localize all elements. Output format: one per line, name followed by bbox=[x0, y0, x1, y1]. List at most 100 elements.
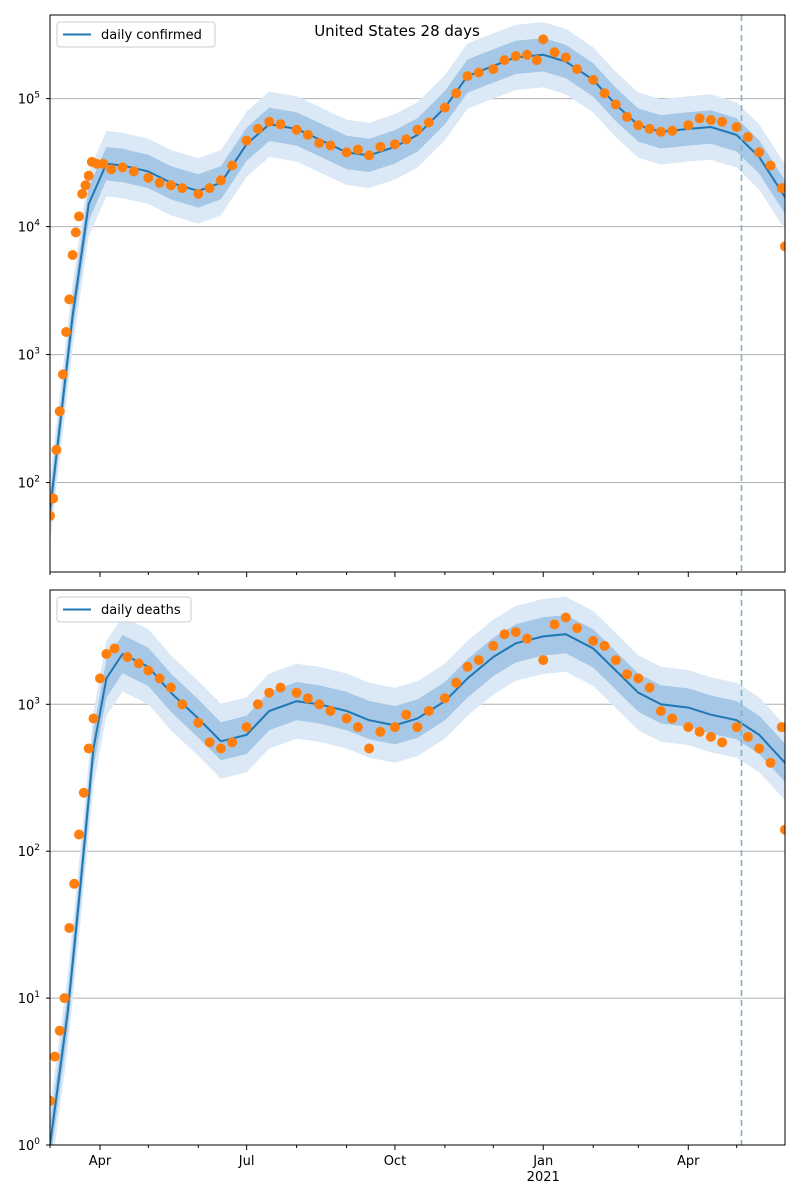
observed-point bbox=[61, 327, 72, 337]
observed-point bbox=[610, 99, 621, 110]
axes-frame bbox=[49, 14, 786, 573]
observed-point bbox=[314, 138, 325, 148]
y-tick-label: 100 bbox=[18, 1137, 41, 1154]
axes-frame bbox=[49, 589, 786, 1146]
observed-point bbox=[128, 166, 139, 177]
observed-point bbox=[54, 406, 65, 417]
observed-point bbox=[241, 135, 252, 146]
observed-point bbox=[252, 123, 263, 134]
observed-point bbox=[780, 241, 785, 252]
observed-point bbox=[352, 722, 363, 733]
uncertainty-band-inner bbox=[50, 38, 785, 528]
observed-point bbox=[389, 139, 400, 150]
observed-point bbox=[667, 125, 678, 136]
observed-point bbox=[572, 64, 583, 75]
observed-point bbox=[754, 743, 765, 754]
observed-point bbox=[423, 117, 434, 128]
observed-point bbox=[510, 51, 521, 62]
observed-point bbox=[275, 682, 286, 693]
observed-point bbox=[389, 722, 400, 733]
observed-point bbox=[375, 141, 386, 152]
observed-point bbox=[644, 123, 655, 134]
legend: daily deaths bbox=[56, 596, 192, 623]
legend-entry-label: daily confirmed bbox=[101, 28, 202, 43]
legend-box bbox=[56, 596, 192, 623]
observed-point bbox=[549, 619, 560, 630]
observed-point bbox=[275, 119, 286, 130]
observed-point bbox=[64, 923, 75, 933]
observed-point bbox=[522, 633, 533, 644]
observed-point bbox=[765, 160, 776, 171]
observed-point bbox=[731, 122, 742, 132]
observed-point bbox=[705, 115, 716, 125]
observed-point bbox=[143, 665, 154, 676]
observed-point bbox=[83, 170, 94, 181]
observed-point bbox=[54, 1025, 65, 1036]
plot-area bbox=[50, 22, 785, 544]
observed-point bbox=[364, 743, 375, 754]
observed-point bbox=[95, 673, 105, 684]
legend-entry-label: daily deaths bbox=[101, 603, 181, 618]
observed-point bbox=[473, 655, 484, 666]
observed-point bbox=[622, 111, 632, 122]
x-tick-label: Jan bbox=[532, 1154, 553, 1169]
observed-point bbox=[57, 369, 68, 380]
observed-point bbox=[451, 88, 462, 99]
observed-point bbox=[742, 731, 753, 742]
x-tick-label: Jul bbox=[238, 1154, 255, 1169]
uncertainty-band-outer bbox=[50, 22, 785, 544]
observed-point bbox=[531, 55, 542, 66]
observed-point bbox=[588, 635, 599, 646]
observed-point bbox=[154, 673, 165, 684]
x-year-label: 2021 bbox=[527, 1170, 560, 1185]
panel-daily-deaths: 100 101 102 103 Apr Jul Oct Jan Apr 2021 daily dea… bbox=[18, 589, 786, 1185]
observed-point bbox=[599, 88, 610, 99]
plot-area bbox=[50, 596, 785, 1145]
observed-point bbox=[264, 687, 275, 698]
observed-point bbox=[77, 188, 88, 199]
observed-point bbox=[314, 699, 325, 710]
y-tick-label: 105 bbox=[18, 91, 40, 108]
observed-point bbox=[98, 158, 109, 169]
observed-point bbox=[78, 787, 89, 798]
observed-point bbox=[488, 640, 499, 651]
observed-point bbox=[694, 113, 705, 124]
observed-point bbox=[462, 661, 473, 672]
observed-point bbox=[655, 706, 666, 716]
observed-point bbox=[50, 493, 59, 504]
observed-point bbox=[325, 140, 336, 151]
observed-point bbox=[599, 640, 610, 651]
observed-point bbox=[241, 722, 252, 733]
observed-point bbox=[610, 655, 621, 666]
observed-point bbox=[644, 682, 655, 693]
observed-point bbox=[106, 164, 117, 175]
observed-point bbox=[80, 180, 91, 191]
observed-point bbox=[59, 993, 70, 1004]
observed-point bbox=[731, 722, 742, 733]
observed-point bbox=[74, 829, 84, 840]
y-tick-label: 103 bbox=[18, 347, 40, 364]
observed-point bbox=[538, 655, 549, 666]
observed-point bbox=[560, 612, 571, 623]
observed-point bbox=[439, 693, 450, 704]
y-tick-label: 104 bbox=[18, 219, 41, 236]
observed-point bbox=[227, 737, 238, 748]
y-tick-label: 101 bbox=[18, 990, 40, 1007]
observed-point bbox=[633, 120, 644, 131]
panel-daily-confirmed: 102 103 104 105 daily confirmed bbox=[18, 14, 786, 577]
observed-point bbox=[667, 713, 678, 724]
observed-point bbox=[683, 120, 694, 131]
observed-point bbox=[154, 177, 165, 188]
x-tick-label: Apr bbox=[89, 1154, 112, 1169]
observed-point bbox=[193, 717, 204, 728]
figure-title: United States 28 days bbox=[314, 22, 480, 40]
observed-point bbox=[352, 144, 363, 155]
observed-point bbox=[109, 643, 120, 654]
observed-point bbox=[375, 726, 386, 737]
observed-point bbox=[488, 64, 499, 75]
observed-point bbox=[88, 713, 99, 724]
observed-point bbox=[655, 126, 666, 137]
observed-point bbox=[522, 49, 533, 60]
observed-point bbox=[401, 709, 412, 720]
